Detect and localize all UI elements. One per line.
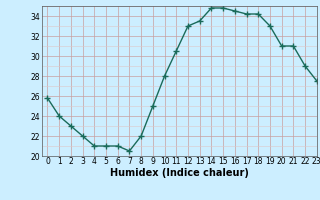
X-axis label: Humidex (Indice chaleur): Humidex (Indice chaleur) [110, 168, 249, 178]
